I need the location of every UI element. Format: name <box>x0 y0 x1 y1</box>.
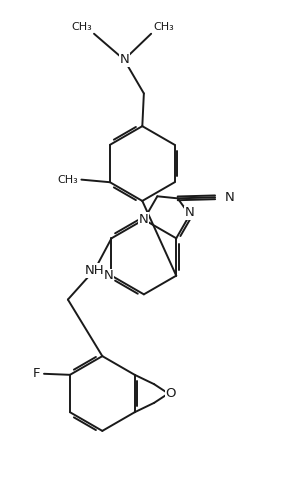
Text: CH₃: CH₃ <box>58 175 78 184</box>
Text: N: N <box>224 191 234 204</box>
Text: F: F <box>32 367 40 380</box>
Text: NH: NH <box>85 264 105 277</box>
Text: N: N <box>185 206 195 220</box>
Text: N: N <box>139 213 149 226</box>
Text: CH₃: CH₃ <box>71 21 92 32</box>
Text: CH₃: CH₃ <box>153 21 174 32</box>
Text: N: N <box>119 53 129 66</box>
Text: O: O <box>165 387 176 400</box>
Text: N: N <box>104 269 114 282</box>
